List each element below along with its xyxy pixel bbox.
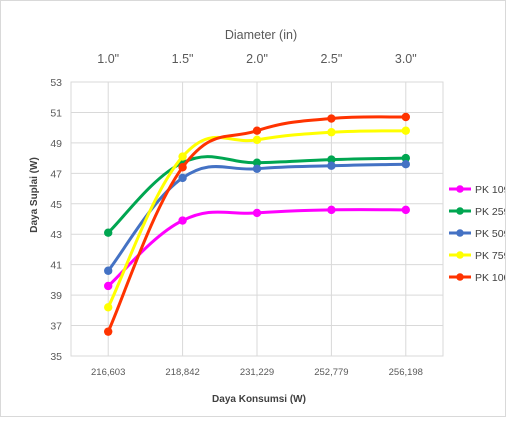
data-point <box>252 164 262 173</box>
data-point <box>178 173 187 183</box>
legend-swatch-marker <box>456 229 464 237</box>
data-point <box>104 281 113 291</box>
legend-swatch-marker <box>456 185 464 193</box>
legend-label: PK 259 <box>475 206 505 218</box>
data-point <box>178 152 187 161</box>
y-tick-label: 47 <box>50 168 62 180</box>
x-tick-label: 216,603 <box>91 367 125 378</box>
legend: PK 109 PK 259 PK 509 PK 759 PK 100 <box>449 184 506 284</box>
data-point <box>104 327 113 336</box>
data-point <box>327 161 336 170</box>
legend-label: PK 509 <box>475 228 505 240</box>
x-axis-title: Daya Konsumsi (W) <box>212 394 306 405</box>
y-tick-label: 41 <box>50 260 62 272</box>
axes: 35 37 39 41 43 45 47 49 51 53 216,603 218,842 231,22… <box>50 52 423 378</box>
legend-swatch-marker <box>456 207 464 215</box>
data-point <box>327 205 336 215</box>
data-point <box>327 128 336 137</box>
data-point <box>401 205 410 215</box>
data-point <box>327 114 336 123</box>
gridlines <box>70 81 444 357</box>
series-line <box>106 115 408 334</box>
data-point <box>327 155 336 164</box>
legend-label: PK 109 <box>475 184 505 196</box>
series-line <box>106 129 408 309</box>
data-point <box>104 303 113 312</box>
series <box>104 112 410 336</box>
data-point <box>252 126 262 135</box>
top-axis-tick-label: 2.5" <box>320 52 342 66</box>
legend-swatch-marker <box>456 273 464 281</box>
y-tick-label: 39 <box>50 290 62 302</box>
x-tick-label: 231,229 <box>240 367 274 378</box>
x-tick-label: 252,779 <box>314 367 348 378</box>
legend-label: PK 100 <box>475 272 505 284</box>
plot-border <box>70 81 444 357</box>
data-point <box>401 112 410 122</box>
series-line <box>106 155 408 235</box>
data-point <box>104 228 113 237</box>
y-tick-label: 53 <box>50 77 62 89</box>
y-tick-label: 49 <box>50 138 62 150</box>
data-point <box>178 163 187 172</box>
legend-label: PK 759 <box>475 250 505 262</box>
data-point <box>104 266 113 275</box>
data-point <box>401 153 410 163</box>
data-point <box>252 208 262 218</box>
y-tick-label: 37 <box>50 321 62 333</box>
top-axis-title: Diameter (in) <box>225 28 297 42</box>
y-tick-label: 51 <box>50 107 62 119</box>
top-axis-tick-label: 2.0" <box>246 52 268 66</box>
y-tick-label: 35 <box>50 351 62 363</box>
data-point <box>178 216 187 225</box>
y-tick-label: 43 <box>50 229 62 241</box>
x-tick-label: 256,198 <box>389 367 423 378</box>
x-tick-label: 218,842 <box>165 367 199 378</box>
top-axis-tick-label: 1.5" <box>172 52 194 66</box>
y-axis-title: Daya Suplai (W) <box>29 157 40 233</box>
data-point <box>252 158 262 167</box>
top-axis-tick-label: 3.0" <box>395 52 417 66</box>
legend-swatch-marker <box>456 251 464 259</box>
data-point <box>252 135 262 145</box>
data-point <box>401 126 410 135</box>
top-axis-tick-label: 1.0" <box>97 52 119 66</box>
data-point <box>401 160 410 169</box>
y-tick-label: 45 <box>50 199 62 211</box>
